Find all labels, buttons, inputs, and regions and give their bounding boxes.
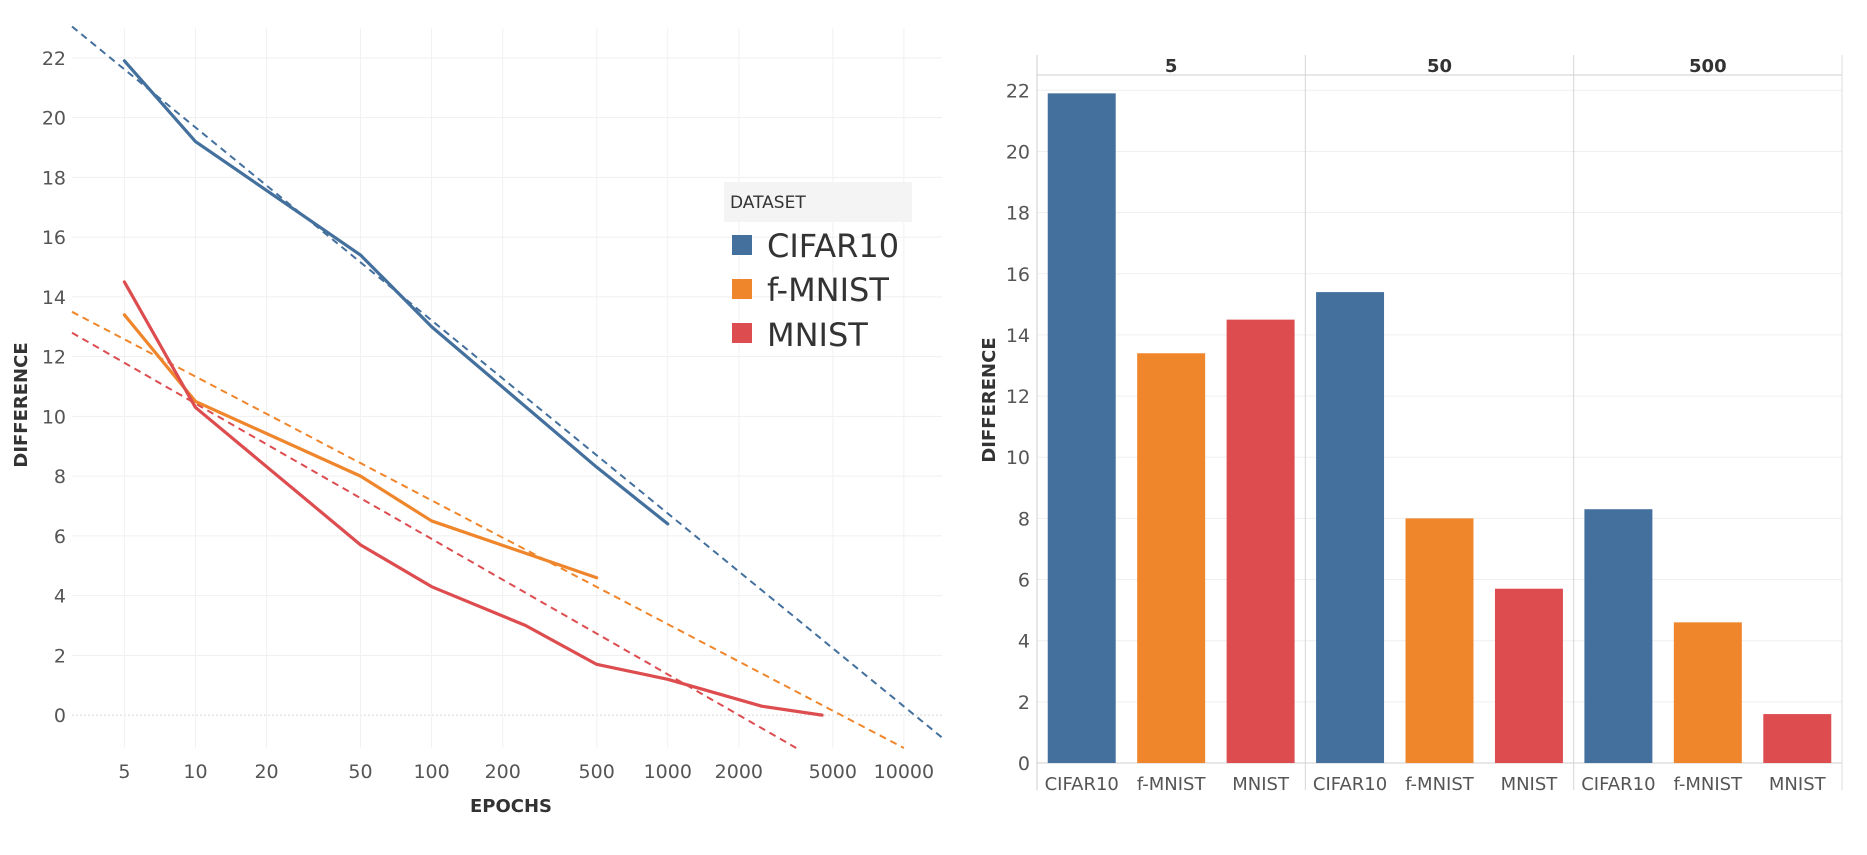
y-tick-label-20: 20 bbox=[42, 108, 66, 130]
category-label-5-cifar10: CIFAR10 bbox=[1045, 774, 1119, 795]
facet-label-500: 500 bbox=[1689, 56, 1727, 77]
bar-50-f-mnist bbox=[1405, 518, 1474, 763]
x-tick-label-100: 100 bbox=[413, 761, 449, 783]
bar-500-cifar10 bbox=[1584, 509, 1653, 763]
legend-label-mnist: MNIST bbox=[767, 316, 868, 354]
y-tick-label-4: 4 bbox=[54, 586, 66, 608]
y-tick-label-8: 8 bbox=[54, 466, 66, 488]
category-label-500-f-mnist: f-MNIST bbox=[1674, 774, 1744, 795]
y-tick-label-16: 16 bbox=[42, 227, 66, 249]
category-label-5-f-mnist: f-MNIST bbox=[1137, 774, 1207, 795]
bar-5-f-mnist bbox=[1137, 353, 1206, 763]
bar-y-tick-label-8: 8 bbox=[1018, 508, 1030, 530]
y-tick-label-18: 18 bbox=[42, 167, 66, 189]
bar-y-tick-label-16: 16 bbox=[1006, 264, 1030, 286]
bar-y-tick-label-20: 20 bbox=[1006, 141, 1030, 163]
x-axis-title: EPOCHS bbox=[470, 796, 552, 817]
bar-y-tick-label-10: 10 bbox=[1006, 447, 1030, 469]
series-line-cifar10 bbox=[122, 59, 670, 526]
category-label-500-mnist: MNIST bbox=[1769, 774, 1827, 795]
bar-5-mnist bbox=[1226, 319, 1295, 763]
line-chart-grid bbox=[72, 28, 942, 748]
y-tick-label-12: 12 bbox=[42, 347, 66, 369]
x-tick-label-10000: 10000 bbox=[874, 761, 934, 783]
y-tick-label-0: 0 bbox=[54, 705, 66, 727]
line-chart-y-ticks: 0 2 4 6 8 10 12 14 16 18 20 22 bbox=[42, 48, 66, 727]
y-tick-label-2: 2 bbox=[54, 645, 66, 667]
facet-label-5: 5 bbox=[1165, 56, 1178, 77]
legend: DATASET CIFAR10 f-MNIST MNIST bbox=[724, 182, 912, 354]
bar-500-f-mnist bbox=[1673, 622, 1742, 763]
legend-swatch-cifar10 bbox=[732, 235, 752, 255]
bar-50-mnist bbox=[1494, 588, 1563, 763]
line-chart-x-ticks: 5 10 20 50 100 200 500 1000 2000 5000 10000 bbox=[118, 761, 934, 783]
bar-y-tick-label-0: 0 bbox=[1018, 753, 1030, 775]
bar-y-tick-label-12: 12 bbox=[1006, 386, 1030, 408]
category-label-5-mnist: MNIST bbox=[1232, 774, 1290, 795]
y-tick-label-14: 14 bbox=[42, 287, 66, 309]
legend-label-cifar10: CIFAR10 bbox=[767, 227, 899, 265]
x-tick-label-2000: 2000 bbox=[715, 761, 763, 783]
category-label-500-cifar10: CIFAR10 bbox=[1581, 774, 1655, 795]
x-tick-label-1000: 1000 bbox=[644, 761, 692, 783]
y-tick-label-10: 10 bbox=[42, 406, 66, 428]
x-tick-label-10: 10 bbox=[183, 761, 207, 783]
x-tick-label-20: 20 bbox=[254, 761, 278, 783]
x-tick-label-50: 50 bbox=[348, 761, 372, 783]
x-tick-label-5: 5 bbox=[118, 761, 130, 783]
facet-label-50: 50 bbox=[1427, 56, 1452, 77]
trendline-f-mnist bbox=[71, 310, 905, 749]
bar-y-axis-title: DIFFERENCE bbox=[979, 337, 1000, 462]
bar-chart-category-labels: CIFAR10 f-MNIST MNIST CIFAR10 f-MNIST MNIST CI… bbox=[1045, 774, 1827, 795]
line-chart: 0 2 4 6 8 10 12 14 16 18 20 22 5 10 20 50 100 200 500 1000… bbox=[11, 25, 943, 817]
bar-y-tick-label-2: 2 bbox=[1018, 692, 1030, 714]
y-tick-label-22: 22 bbox=[42, 48, 66, 70]
bar-50-cifar10 bbox=[1316, 292, 1385, 763]
bar-chart-y-ticks: 0 2 4 6 8 10 12 14 16 18 20 22 bbox=[1006, 80, 1030, 775]
x-tick-label-5000: 5000 bbox=[809, 761, 857, 783]
legend-title: DATASET bbox=[730, 193, 806, 213]
bar-chart: 0 2 4 6 8 10 12 14 16 18 20 22 5 50 500 CIFAR10 f-MNIS… bbox=[979, 55, 1843, 795]
bar-y-tick-label-6: 6 bbox=[1018, 570, 1030, 592]
series-line-mnist bbox=[122, 280, 824, 717]
category-label-50-f-mnist: f-MNIST bbox=[1405, 774, 1475, 795]
series-line-f-mnist bbox=[122, 313, 599, 580]
trendline-cifar10 bbox=[71, 25, 943, 739]
bars bbox=[1047, 93, 1832, 763]
series-lines bbox=[122, 59, 824, 717]
legend-swatch-mnist bbox=[732, 323, 752, 343]
bar-y-tick-label-14: 14 bbox=[1006, 325, 1030, 347]
y-axis-title: DIFFERENCE bbox=[11, 342, 32, 467]
facet-headers: 5 50 500 bbox=[1165, 56, 1727, 77]
category-label-50-mnist: MNIST bbox=[1501, 774, 1559, 795]
bar-y-tick-label-4: 4 bbox=[1018, 631, 1030, 653]
legend-title-background bbox=[724, 182, 912, 222]
bar-5-cifar10 bbox=[1047, 93, 1116, 763]
x-tick-label-500: 500 bbox=[579, 761, 615, 783]
legend-swatch-f-mnist bbox=[732, 279, 752, 299]
bar-y-tick-label-22: 22 bbox=[1006, 80, 1030, 102]
x-tick-label-200: 200 bbox=[485, 761, 521, 783]
bar-500-mnist bbox=[1763, 714, 1832, 763]
bar-y-tick-label-18: 18 bbox=[1006, 203, 1030, 225]
legend-label-f-mnist: f-MNIST bbox=[767, 271, 889, 309]
trendlines bbox=[71, 25, 943, 749]
y-tick-label-6: 6 bbox=[54, 526, 66, 548]
category-label-50-cifar10: CIFAR10 bbox=[1313, 774, 1387, 795]
